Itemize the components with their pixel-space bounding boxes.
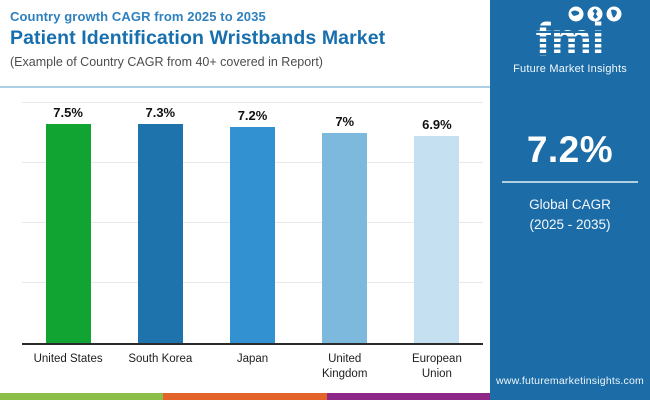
bar-european-union (414, 136, 460, 343)
brand-name: Future Market Insights (513, 63, 627, 75)
logo-globe-icons (518, 6, 622, 22)
chart-panel: Country growth CAGR from 2025 to 2035 Pa… (0, 0, 490, 400)
bar-south-korea (137, 124, 183, 343)
bar-united-states (45, 124, 91, 343)
chart-kicker: Country growth CAGR from 2025 to 2035 (10, 9, 266, 24)
website-url[interactable]: www.futuremarketinsights.com (496, 375, 644, 387)
bar-value-label: 7% (335, 114, 355, 129)
footer-stripe (0, 393, 490, 400)
bar-column: 7.2% (206, 105, 298, 343)
chart-subtitle: (Example of Country CAGR from 40+ covere… (10, 55, 323, 69)
bar-column: 7.3% (114, 105, 206, 343)
bar-column: 7.5% (22, 105, 114, 343)
category-label: United Kingdom (322, 353, 368, 380)
stripe-segment (163, 393, 327, 400)
bar-japan (230, 127, 275, 343)
category-label: United States (33, 353, 103, 365)
global-cagr-block: 7.2% Global CAGR (2025 - 2035) (490, 129, 650, 236)
plot-area: 7.5% 7.3% 7.2% 7% 6.9% (22, 102, 483, 345)
global-cagr-label: Global CAGR (529, 197, 611, 212)
globe-south-america-icon (606, 6, 622, 22)
bar-column: 7% (299, 105, 391, 343)
category-label: Japan (236, 353, 269, 365)
category-labels: United States South Korea Japan United King… (22, 352, 483, 382)
fmi-wordmark: fmi (535, 13, 605, 65)
globe-americas-icon (568, 6, 584, 22)
globe-europe-icon (587, 6, 603, 22)
bar-value-label: 7.2% (237, 108, 268, 123)
chart-title: Patient Identification Wristbands Market (10, 27, 386, 49)
chart-header: Country growth CAGR from 2025 to 2035 Pa… (0, 0, 490, 69)
gridline (22, 102, 483, 103)
bar-value-label: 7.3% (145, 105, 176, 120)
fmi-logo: fmi Future Market Insights (513, 6, 627, 75)
bar-value-label: 7.5% (53, 105, 83, 120)
brand-sidebar: fmi Future Market Insights 7.2% Global C… (490, 0, 650, 400)
global-cagr-period: (2025 - 2035) (529, 217, 611, 233)
global-cagr-value: 7.2% (526, 129, 614, 170)
fmi-logo-text: fmi (535, 13, 605, 65)
category-label: European Union (411, 353, 462, 380)
bar-column: 6.9% (391, 105, 483, 343)
bar-united-kingdom (322, 133, 368, 343)
category-label: South Korea (128, 353, 193, 365)
header-divider (0, 86, 490, 88)
cagr-divider (502, 181, 638, 183)
bar-value-label: 6.9% (422, 117, 452, 132)
stripe-segment (326, 393, 490, 400)
stripe-segment (0, 393, 164, 400)
